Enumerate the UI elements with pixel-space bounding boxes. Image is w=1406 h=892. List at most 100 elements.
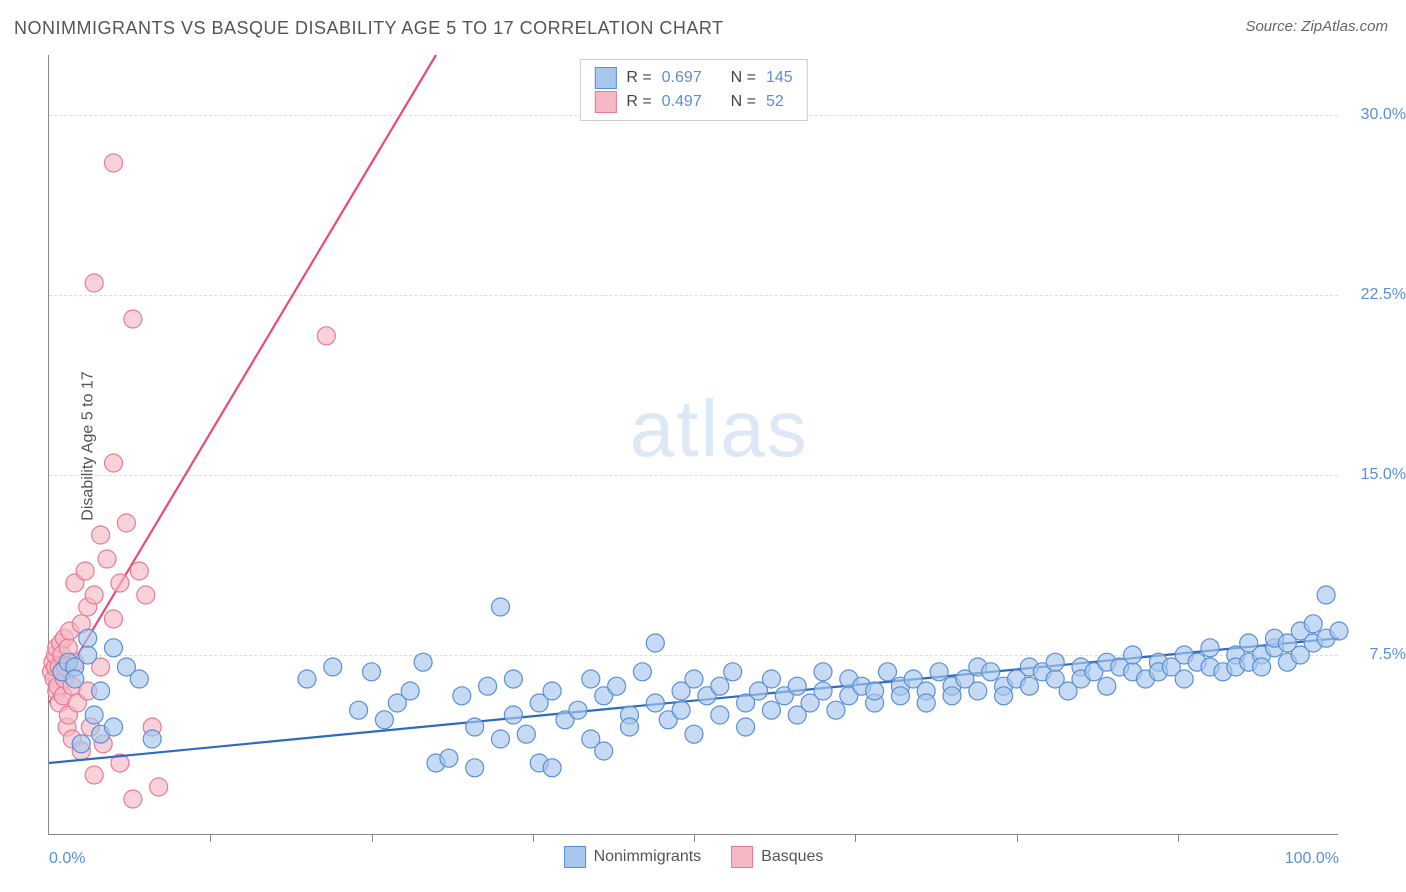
legend-r-val-1: 0.497 [662, 90, 702, 114]
legend-r-label-1: R = [626, 90, 651, 114]
ytick-label: 22.5% [1346, 286, 1406, 304]
data-point [98, 550, 116, 568]
xtick-minor [1178, 834, 1179, 842]
data-point [150, 778, 168, 796]
data-point [1317, 586, 1335, 604]
data-point [1098, 677, 1116, 695]
data-point [72, 735, 90, 753]
data-point [130, 670, 148, 688]
data-point [543, 682, 561, 700]
legend-n-label-1: N = [731, 90, 756, 114]
data-point [762, 701, 780, 719]
xtick-minor [694, 834, 695, 842]
bottom-swatch-0 [564, 846, 586, 868]
data-point [569, 701, 587, 719]
data-point [995, 687, 1013, 705]
data-point [504, 706, 522, 724]
legend-swatch-0 [594, 67, 616, 89]
trend-line [49, 638, 1339, 763]
xtick-label: 0.0% [49, 850, 85, 868]
data-point [466, 718, 484, 736]
bottom-legend-item-1: Basques [731, 846, 823, 868]
xtick-minor [372, 834, 373, 842]
data-point [85, 586, 103, 604]
data-point [66, 670, 84, 688]
bottom-legend-label-1: Basques [761, 848, 823, 866]
data-point [76, 562, 94, 580]
bottom-legend: Nonimmigrants Basques [564, 846, 824, 868]
legend-swatch-1 [594, 91, 616, 113]
data-point [646, 634, 664, 652]
data-point [92, 682, 110, 700]
data-point [1124, 646, 1142, 664]
data-point [124, 310, 142, 328]
data-point [814, 663, 832, 681]
data-point [479, 677, 497, 695]
data-point [672, 701, 690, 719]
data-point [504, 670, 522, 688]
xtick-minor [210, 834, 211, 842]
legend-n-val-0: 145 [766, 66, 793, 90]
source-label: Source: ZipAtlas.com [1245, 18, 1388, 35]
data-point [375, 711, 393, 729]
data-point [111, 574, 129, 592]
legend-row-1: R = 0.497 N = 52 [594, 90, 792, 114]
data-point [130, 562, 148, 580]
data-point [685, 670, 703, 688]
data-point [1253, 658, 1271, 676]
data-point [85, 274, 103, 292]
data-point [1046, 653, 1064, 671]
data-point [117, 514, 135, 532]
data-point [595, 742, 613, 760]
data-point [711, 677, 729, 695]
legend-n-val-1: 52 [766, 90, 784, 114]
data-point [517, 725, 535, 743]
stats-legend: R = 0.697 N = 145 R = 0.497 N = 52 [579, 59, 807, 121]
data-point [788, 677, 806, 695]
data-point [466, 759, 484, 777]
xtick-minor [855, 834, 856, 842]
data-point [79, 629, 97, 647]
data-point [1175, 670, 1193, 688]
data-point [105, 639, 123, 657]
data-point [1304, 615, 1322, 633]
data-point [917, 694, 935, 712]
data-point [350, 701, 368, 719]
data-point [737, 718, 755, 736]
data-point [685, 725, 703, 743]
ytick-label: 15.0% [1346, 466, 1406, 484]
bottom-legend-item-0: Nonimmigrants [564, 846, 702, 868]
data-point [492, 730, 510, 748]
data-point [891, 687, 909, 705]
data-point [492, 598, 510, 616]
data-point [633, 663, 651, 681]
data-point [969, 682, 987, 700]
bottom-swatch-1 [731, 846, 753, 868]
ytick-label: 30.0% [1346, 106, 1406, 124]
data-point [124, 790, 142, 808]
data-point [1330, 622, 1348, 640]
data-point [317, 327, 335, 345]
legend-row-0: R = 0.697 N = 145 [594, 66, 792, 90]
data-point [621, 718, 639, 736]
data-point [453, 687, 471, 705]
data-point [1201, 639, 1219, 657]
data-point [1020, 677, 1038, 695]
chart-title: NONIMMIGRANTS VS BASQUE DISABILITY AGE 5… [14, 18, 724, 39]
chart-container: NONIMMIGRANTS VS BASQUE DISABILITY AGE 5… [0, 0, 1406, 892]
data-point [105, 610, 123, 628]
data-point [814, 682, 832, 700]
data-point [324, 658, 342, 676]
data-point [105, 454, 123, 472]
plot-svg [49, 55, 1338, 834]
data-point [608, 677, 626, 695]
data-point [85, 766, 103, 784]
data-point [85, 706, 103, 724]
data-point [92, 526, 110, 544]
bottom-legend-label-0: Nonimmigrants [594, 848, 702, 866]
data-point [363, 663, 381, 681]
data-point [762, 670, 780, 688]
xtick-minor [533, 834, 534, 842]
legend-r-val-0: 0.697 [662, 66, 702, 90]
xtick-label: 100.0% [1285, 850, 1339, 868]
